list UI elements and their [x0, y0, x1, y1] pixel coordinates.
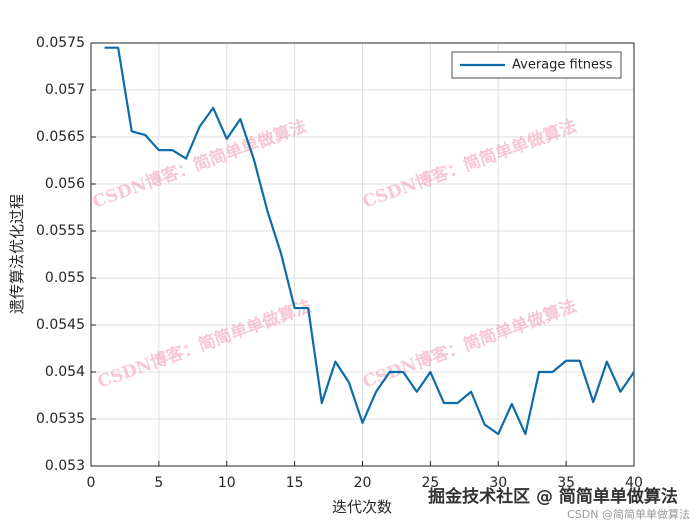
x-tick-label: 0	[87, 475, 96, 491]
x-tick-label: 30	[489, 475, 507, 491]
y-tick-label: 0.057	[45, 82, 85, 98]
y-tick-label: 0.054	[45, 364, 85, 380]
y-axis-label: 遗传算法优化过程	[8, 194, 26, 314]
x-axis-label: 迭代次数	[332, 498, 392, 516]
y-tick-label: 0.0535	[36, 411, 85, 427]
footer-small-watermark: CSDN @简简单单做算法	[567, 507, 690, 521]
x-tick-label: 25	[421, 475, 439, 491]
x-tick-label: 20	[354, 475, 372, 491]
footer-watermark: 掘金技术社区 @ 简简单单做算法	[428, 486, 678, 507]
y-tick-label: 0.053	[45, 458, 85, 474]
x-tick-label: 35	[557, 475, 575, 491]
x-tick-label: 15	[286, 475, 304, 491]
y-tick-label: 0.056	[45, 176, 85, 192]
x-tick-label: 10	[218, 475, 236, 491]
y-tick-label: 0.0575	[36, 35, 85, 51]
line-series	[104, 46, 635, 436]
x-tick-label: 5	[154, 475, 163, 491]
y-tick-label: 0.0565	[36, 129, 85, 145]
y-tick-label: 0.055	[45, 270, 85, 286]
y-tick-label: 0.0545	[36, 317, 85, 333]
legend-label: Average fitness	[512, 58, 613, 73]
x-tick-label: 40	[625, 475, 643, 491]
plot-frame	[90, 42, 635, 467]
y-tick-label: 0.0555	[36, 223, 85, 239]
